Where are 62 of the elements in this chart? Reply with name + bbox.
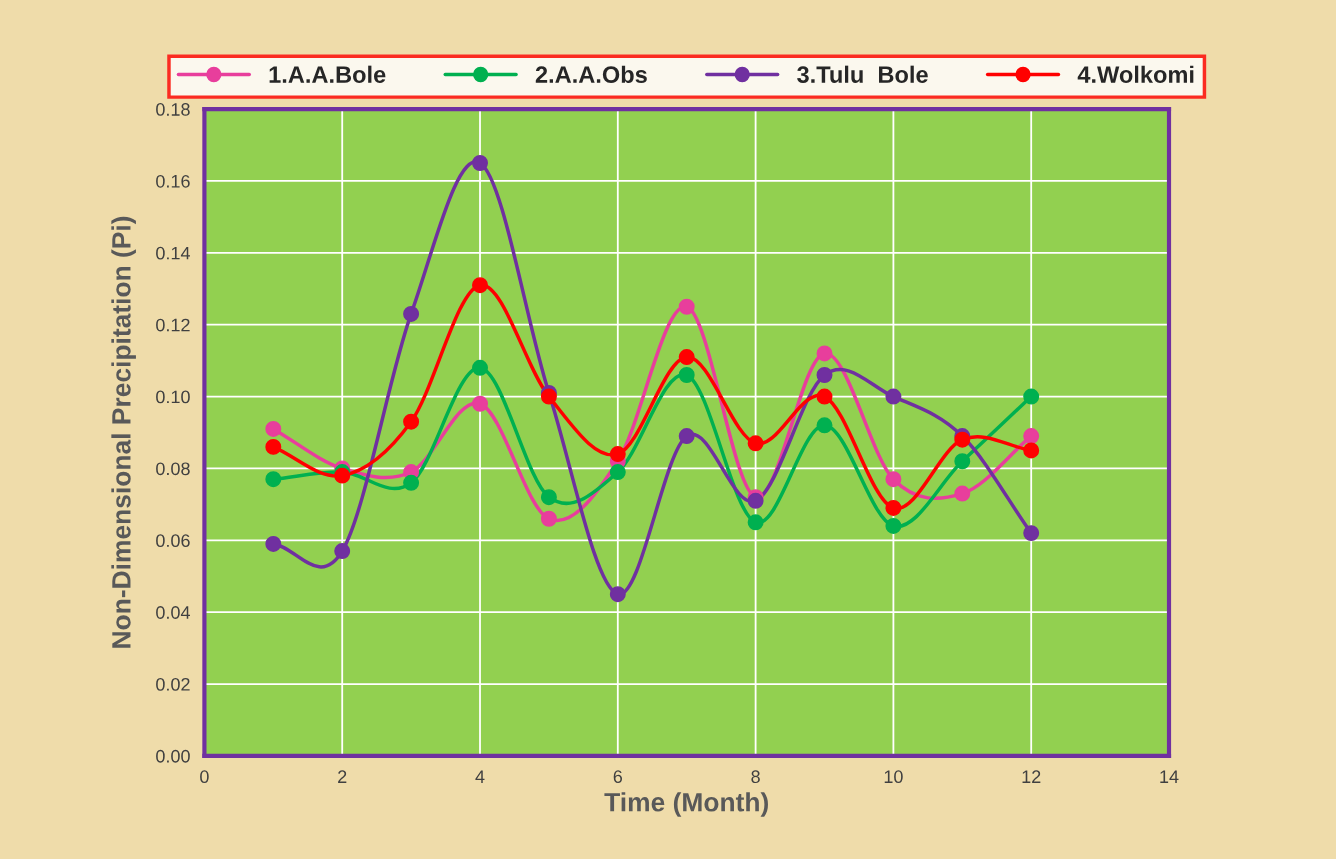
point bbox=[609, 446, 626, 463]
point bbox=[472, 395, 488, 412]
point bbox=[609, 464, 626, 481]
point bbox=[885, 517, 902, 534]
y-tick-label: 0.00 bbox=[156, 749, 190, 763]
x-tick-label: 14 bbox=[1160, 770, 1179, 783]
x-tick-label: 12 bbox=[1022, 770, 1041, 783]
y-tick-label: 0.16 bbox=[156, 174, 190, 188]
point bbox=[885, 388, 902, 405]
point bbox=[1023, 525, 1040, 542]
point bbox=[747, 435, 764, 452]
point bbox=[816, 367, 833, 383]
legend-label: 1.A.A.Bole bbox=[269, 65, 386, 83]
point bbox=[885, 471, 902, 488]
point bbox=[816, 345, 833, 362]
legend-label: 2.A.A.Obs bbox=[535, 65, 647, 83]
x-tick-label: 2 bbox=[338, 770, 347, 783]
point bbox=[954, 485, 971, 502]
point bbox=[472, 155, 488, 171]
point bbox=[816, 417, 833, 434]
x-axis-title: Time (Month) bbox=[604, 792, 768, 817]
point bbox=[678, 428, 695, 445]
point bbox=[540, 489, 557, 506]
y-tick-label: 0.02 bbox=[156, 677, 190, 691]
point bbox=[334, 543, 351, 560]
point bbox=[403, 474, 420, 491]
point bbox=[678, 298, 695, 315]
point bbox=[472, 359, 488, 376]
y-tick-label: 0.04 bbox=[156, 606, 190, 619]
point bbox=[1023, 428, 1040, 445]
point bbox=[265, 535, 282, 552]
point bbox=[816, 388, 833, 405]
x-tick-label: 10 bbox=[884, 770, 903, 784]
point bbox=[885, 499, 902, 516]
point bbox=[1023, 442, 1040, 459]
point bbox=[678, 367, 695, 383]
point bbox=[678, 349, 695, 366]
point bbox=[1023, 388, 1040, 405]
y-axis-title: Non-Dimensional Precipitation (Pi) bbox=[111, 216, 136, 648]
point bbox=[403, 305, 420, 322]
legend-label: 4.Wolkomi bbox=[1077, 65, 1194, 83]
y-tick-label: 0.10 bbox=[156, 390, 190, 404]
point bbox=[472, 277, 488, 294]
point bbox=[954, 453, 971, 470]
point bbox=[265, 438, 282, 455]
y-tick-label: 0.12 bbox=[156, 318, 190, 332]
y-tick-label: 0.06 bbox=[156, 534, 190, 548]
x-tick-label: 8 bbox=[751, 770, 760, 784]
x-tick-label: 0 bbox=[200, 770, 209, 784]
y-tick-label: 0.08 bbox=[156, 462, 190, 476]
y-tick-label: 0.14 bbox=[156, 246, 190, 260]
y-tick-label: 0.18 bbox=[156, 103, 190, 116]
point bbox=[747, 514, 764, 531]
legend-label: 3.Tulu Bole bbox=[797, 65, 928, 84]
x-tick-label: 4 bbox=[475, 770, 485, 783]
point bbox=[609, 586, 626, 603]
point bbox=[540, 510, 557, 527]
point bbox=[265, 420, 282, 437]
point bbox=[265, 471, 282, 488]
x-tick-label: 6 bbox=[613, 770, 623, 784]
point bbox=[540, 388, 557, 405]
point bbox=[403, 413, 420, 430]
